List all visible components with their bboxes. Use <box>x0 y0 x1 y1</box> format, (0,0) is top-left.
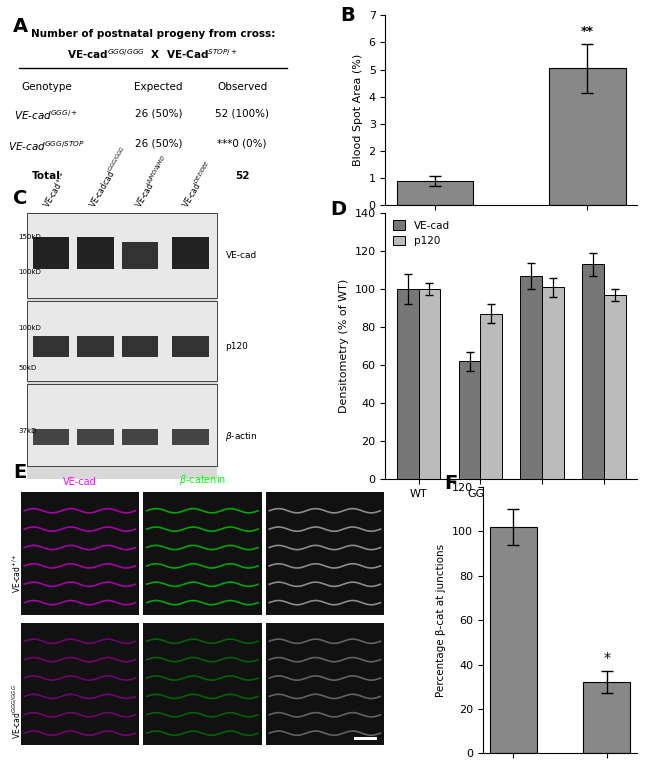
Bar <box>77 336 114 357</box>
Text: VE-cad$^{DEE/DEE}$: VE-cad$^{DEE/DEE}$ <box>180 159 216 211</box>
Bar <box>122 429 159 444</box>
Text: VE-cad$^{+/+}$: VE-cad$^{+/+}$ <box>10 554 23 594</box>
Bar <box>32 336 69 357</box>
Bar <box>21 622 139 746</box>
Text: VE-cad$^{GGG/GGG}$: VE-cad$^{GGG/GGG}$ <box>10 684 23 739</box>
Text: $\beta$-catenin: $\beta$-catenin <box>179 473 226 487</box>
Y-axis label: Percentage β-cat at junctions: Percentage β-cat at junctions <box>436 543 447 697</box>
Bar <box>490 527 536 753</box>
Y-axis label: Densitometry (% of WT): Densitometry (% of WT) <box>339 279 349 413</box>
Text: F: F <box>445 473 458 492</box>
Text: VE-cad: VE-cad <box>63 477 97 487</box>
Text: VE-cad$^{+/+}$: VE-cad$^{+/+}$ <box>40 170 71 211</box>
Bar <box>172 237 209 269</box>
Text: B: B <box>340 5 355 24</box>
Bar <box>354 737 377 740</box>
Text: *: * <box>603 651 610 664</box>
Bar <box>143 622 262 746</box>
Bar <box>419 289 440 479</box>
Bar <box>521 276 542 479</box>
Text: ***0 (0%): ***0 (0%) <box>218 139 267 149</box>
Bar <box>480 314 502 479</box>
Text: VE-cadcad$^{GGG/GGG}$: VE-cadcad$^{GGG/GGG}$ <box>86 145 131 211</box>
Text: Genotype: Genotype <box>21 82 72 92</box>
Text: C: C <box>13 189 27 208</box>
Text: 52: 52 <box>235 171 250 181</box>
Bar <box>122 242 159 269</box>
Text: 37kD: 37kD <box>19 428 37 435</box>
Text: E: E <box>13 463 26 482</box>
Bar <box>265 622 384 746</box>
Bar <box>27 213 217 298</box>
Bar <box>542 288 564 479</box>
Text: 52 (100%): 52 (100%) <box>215 108 269 119</box>
Bar <box>27 301 217 381</box>
Bar <box>32 237 69 269</box>
Text: 100kD: 100kD <box>19 325 42 330</box>
Text: overlay: overlay <box>307 477 343 487</box>
Text: VE-cad$^{GGG/+}$: VE-cad$^{GGG/+}$ <box>14 108 79 123</box>
Bar <box>459 361 480 479</box>
Text: p120: p120 <box>226 342 248 351</box>
Text: A: A <box>13 18 28 36</box>
Text: 150kD: 150kD <box>19 234 42 240</box>
Bar <box>582 265 604 479</box>
Text: VE-cad$^{GGG/GGG}$  X  VE-Cad$^{STOP/+}$: VE-cad$^{GGG/GGG}$ X VE-Cad$^{STOP/+}$ <box>67 47 239 62</box>
Bar <box>265 492 384 615</box>
Text: **: ** <box>581 25 594 38</box>
Bar <box>77 429 114 444</box>
Text: 26 (50%): 26 (50%) <box>135 139 182 149</box>
Bar <box>397 181 473 205</box>
Bar <box>21 492 139 615</box>
Text: Total: Total <box>32 171 61 181</box>
Text: 26 (50%): 26 (50%) <box>135 108 182 119</box>
Bar <box>172 336 209 357</box>
Text: VE-cad: VE-cad <box>226 251 257 260</box>
Bar <box>32 429 69 444</box>
Bar <box>143 492 262 615</box>
Bar <box>397 289 419 479</box>
Bar <box>172 429 209 444</box>
Bar <box>27 384 217 466</box>
Text: VE-cad$^{\Delta JMD/\Delta JMD}$: VE-cad$^{\Delta JMD/\Delta JMD}$ <box>132 154 172 211</box>
Text: VE-cad$^{GGG/STOP}$: VE-cad$^{GGG/STOP}$ <box>8 139 85 153</box>
Bar <box>77 237 114 269</box>
Y-axis label: Blood Spot Area (%): Blood Spot Area (%) <box>353 54 363 167</box>
Text: 50kD: 50kD <box>19 365 37 371</box>
Bar <box>27 213 217 479</box>
Legend: VE-cad, p120: VE-cad, p120 <box>391 218 452 248</box>
Bar <box>604 295 625 479</box>
Bar <box>549 68 625 205</box>
Text: Expected: Expected <box>134 82 183 92</box>
Text: 100kD: 100kD <box>19 269 42 275</box>
Text: Number of postnatal progeny from cross:: Number of postnatal progeny from cross: <box>31 28 275 39</box>
Text: $\beta$-actin: $\beta$-actin <box>226 430 258 444</box>
Bar <box>583 683 630 753</box>
Bar <box>122 336 159 357</box>
Text: D: D <box>330 200 346 218</box>
Text: Observed: Observed <box>217 82 267 92</box>
